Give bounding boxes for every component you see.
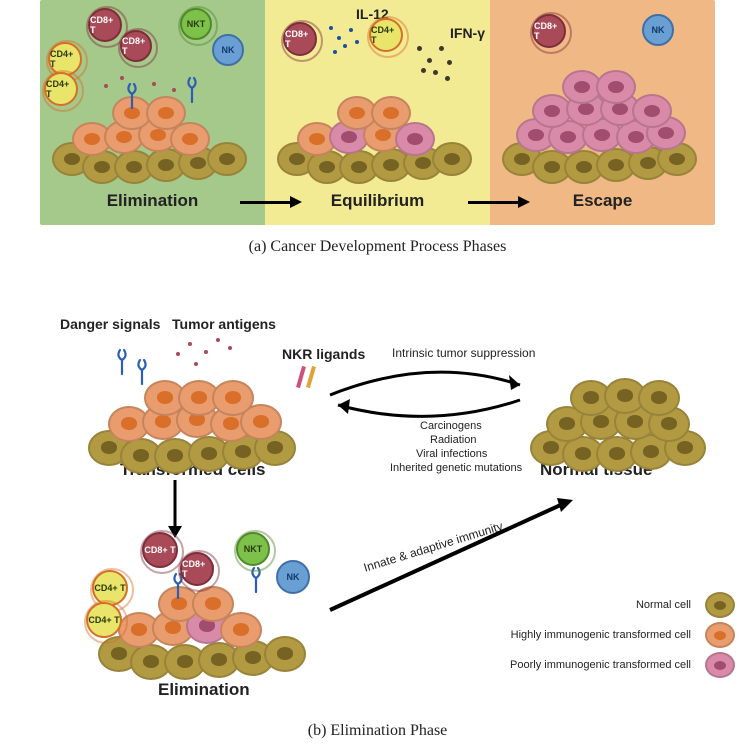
immune-cell-cd8: CD8+ T [142,532,178,568]
danger-signal-icon [184,74,200,104]
cytokine-dot [176,352,180,356]
danger-signal-icon [124,80,140,110]
elimination-label-b: Elimination [158,680,250,700]
tumor-cell [207,142,247,176]
immune-cell-cd4: CD4+ T [44,72,78,106]
danger-signal-icon [114,346,130,376]
immune-cell-cd8: CD8+ T [180,552,214,586]
immune-cell-nkt: NKT [180,8,212,40]
tumor-cell [638,380,680,416]
cytokine-dot [104,84,108,88]
cytokine-dot [433,70,438,75]
immune-cell-cd8: CD8+ T [283,22,317,56]
cytokine-dot [343,44,347,48]
ifng-label: IFN-γ [450,25,485,41]
immune-cell-nk: NK [276,560,310,594]
legend-label-high: Highly immunogenic transformed cell [511,629,691,641]
immune-cell-cd8: CD8+ T [88,8,122,42]
cytokine-dot [337,36,341,40]
cytokine-dot [204,350,208,354]
immune-cell-cd8: CD8+ T [120,30,152,62]
cytokine-dot [447,60,452,65]
legend-swatch-poor [705,652,735,678]
phase-escape-label: Escape [573,191,633,211]
immune-cell-nk: NK [642,14,674,46]
cytokine-dot [194,362,198,366]
tumor-cell [212,380,254,416]
legend-row-normal: Normal cell [505,592,735,618]
cytokine-dot [329,26,333,30]
danger-signal-icon [134,356,150,386]
tumor-cell [432,142,472,176]
legend-row-poor: Poorly immunogenic transformed cell [505,652,735,678]
cytokine-dot [120,76,124,80]
cytokine-dot [228,346,232,350]
immune-cell-cd4: CD4+ T [369,18,403,52]
tumor-cell [632,94,672,128]
cytokine-dot [427,58,432,63]
arrow-equi-to-esc [468,195,530,209]
panel-a-caption: (a) Cancer Development Process Phases [0,238,755,256]
tumor-cell [596,70,636,104]
cytokine-dot [216,338,220,342]
immune-cell-nkt: NKT [236,532,270,566]
cytokine-dot [152,82,156,86]
figure-root: Elimination Equilibrium Escape (a) Cance… [0,0,755,750]
tumor-cell [371,96,411,130]
cytokine-dot [439,46,444,51]
arrow-elim-to-equi [240,195,302,209]
legend: Normal cell Highly immunogenic transform… [505,588,735,682]
immune-cell-nk: NK [212,34,244,66]
cytokine-dot [421,68,426,73]
tumor-cell [264,636,306,672]
cytokine-dot [172,88,176,92]
cytokine-dot [333,50,337,54]
tumor-cell [146,96,186,130]
legend-label-normal: Normal cell [636,599,691,611]
cytokine-dot [417,46,422,51]
legend-row-high: Highly immunogenic transformed cell [505,622,735,648]
legend-label-poor: Poorly immunogenic transformed cell [510,659,691,671]
cytokine-dot [355,40,359,44]
factor-2: Viral infections [416,448,487,460]
arrow-normal-to-transformed [320,390,540,440]
tumor-antigens-label: Tumor antigens [172,316,276,332]
immune-cell-cd8: CD8+ T [532,14,566,48]
cytokine-dot [188,342,192,346]
phase-equilibrium-label: Equilibrium [331,191,425,211]
legend-swatch-normal [705,592,735,618]
legend-swatch-high [705,622,735,648]
factor-3: Inherited genetic mutations [390,462,522,474]
panel-b-caption: (b) Elimination Phase [0,722,755,740]
cytokine-dot [349,28,353,32]
immune-cell-cd4: CD4+ T [86,602,122,638]
nkr-bar-2 [306,366,316,388]
phase-elimination-label: Elimination [107,191,199,211]
danger-signals-label: Danger signals [60,316,160,332]
cytokine-dot [445,76,450,81]
nkr-bar-1 [296,366,306,388]
